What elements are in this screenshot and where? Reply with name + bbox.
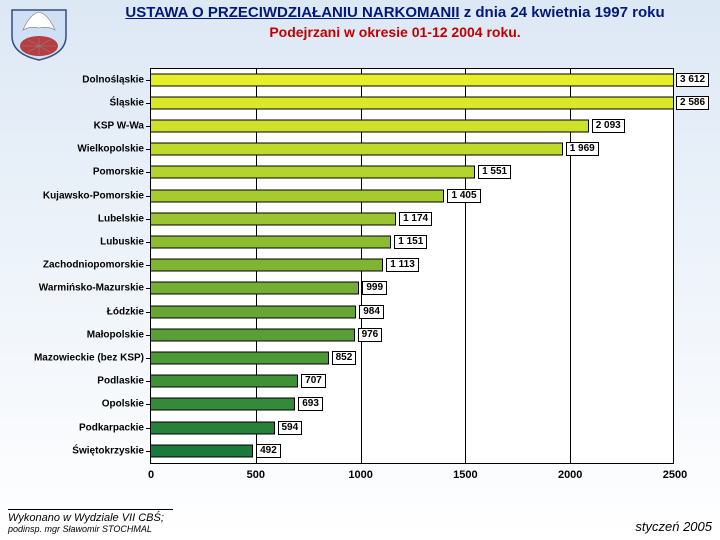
bar-value: 693 (298, 397, 323, 411)
chart-row: Kujawsko-Pomorskie 1 405 (10, 184, 710, 207)
bar-label: Warmińsko-Mazurskie (39, 283, 144, 294)
bar-label: Świętokrzyskie (72, 445, 144, 456)
bar (150, 73, 674, 86)
subtitle: Podejrzani w okresie 01-12 2004 roku. (78, 24, 712, 40)
x-tick-label: 1000 (348, 469, 372, 481)
police-emblem-icon (8, 4, 70, 62)
bar-label: Podkarpackie (79, 422, 144, 433)
bar-label: Podlaskie (97, 376, 144, 387)
bar-label: Kujawsko-Pomorskie (43, 190, 144, 201)
bar-chart: 0 500 1000 1500 2000 2500 Dolnośląskie 3 612 Śl… (10, 68, 710, 484)
bar-label: Zachodniopomorskie (43, 260, 144, 271)
x-tick-label: 0 (148, 469, 154, 481)
bar-value: 492 (256, 444, 281, 458)
chart-row: Dolnośląskie 3 612 (10, 68, 710, 91)
footer-author: podinsp. mgr Sławomir STOCHMAL (8, 524, 173, 534)
bar (150, 351, 329, 364)
chart-row: Mazowieckie (bez KSP) 852 (10, 346, 710, 369)
bar (150, 305, 356, 318)
bar (150, 235, 391, 248)
x-tick-label: 2500 (663, 469, 687, 481)
bar (150, 375, 298, 388)
bar-label: Pomorskie (93, 167, 144, 178)
bar-label: Dolnośląskie (82, 74, 144, 85)
bar (150, 166, 475, 179)
bar (150, 328, 355, 341)
chart-row: Śląskie 2 586 (10, 91, 710, 114)
bar-label: Lubuskie (100, 236, 144, 247)
bar-value: 594 (278, 421, 303, 435)
bar (150, 143, 563, 156)
bar (150, 398, 295, 411)
bar-label: Małopolskie (87, 329, 144, 340)
footer-date: styczeń 2005 (635, 519, 712, 534)
bar (150, 119, 589, 132)
chart-row: Lubuskie 1 151 (10, 230, 710, 253)
bar (150, 444, 253, 457)
chart-row: Lubelskie 1 174 (10, 207, 710, 230)
bar-label: Łódzkie (107, 306, 144, 317)
bar-value: 999 (362, 281, 387, 295)
footer-org: Wykonano w Wydziale VII CBŚ; (8, 512, 173, 524)
bar (150, 259, 383, 272)
bar-value: 2 093 (592, 119, 625, 133)
chart-row: Łódzkie 984 (10, 300, 710, 323)
bar-label: Opolskie (102, 399, 144, 410)
chart-row: KSP W-Wa 2 093 (10, 114, 710, 137)
bar-value: 3 612 (676, 73, 709, 87)
chart-row: Wielkopolskie 1 969 (10, 138, 710, 161)
bar-value: 1 405 (447, 189, 480, 203)
bar-value: 852 (332, 351, 357, 365)
footer-left: Wykonano w Wydziale VII CBŚ; podinsp. mg… (8, 509, 173, 534)
bar-label: Śląskie (110, 97, 144, 108)
bar-value: 1 969 (566, 142, 599, 156)
bar-value: 1 551 (478, 165, 511, 179)
bar (150, 421, 275, 434)
chart-row: Małopolskie 976 (10, 323, 710, 346)
title-main: USTAWA O PRZECIWDZIAŁANIU NARKOMANII (125, 4, 459, 21)
chart-row: Opolskie 693 (10, 393, 710, 416)
bar (150, 212, 396, 225)
x-tick-label: 1500 (453, 469, 477, 481)
chart-row: Warmińsko-Mazurskie 999 (10, 277, 710, 300)
bar (150, 189, 444, 202)
bar (150, 282, 359, 295)
x-tick-label: 500 (247, 469, 265, 481)
bar-value: 1 151 (394, 235, 427, 249)
bar-value: 707 (301, 374, 326, 388)
bar-label: Mazowieckie (bez KSP) (34, 352, 144, 363)
chart-row: Zachodniopomorskie 1 113 (10, 254, 710, 277)
bar-label: KSP W-Wa (94, 120, 144, 131)
chart-row: Pomorskie 1 551 (10, 161, 710, 184)
bar-value: 1 113 (386, 258, 418, 272)
bar-label: Wielkopolskie (77, 144, 144, 155)
chart-row: Podlaskie 707 (10, 370, 710, 393)
bar-value: 2 586 (676, 96, 709, 110)
title-line: USTAWA O PRZECIWDZIAŁANIU NARKOMANII z d… (78, 4, 712, 22)
bar-label: Lubelskie (98, 213, 144, 224)
chart-row: Podkarpackie 594 (10, 416, 710, 439)
bar (150, 96, 674, 109)
bar-value: 1 174 (399, 212, 432, 226)
bar-value: 984 (359, 305, 384, 319)
chart-row: Świętokrzyskie 492 (10, 439, 710, 462)
title-date: z dnia 24 kwietnia 1997 roku (460, 4, 665, 21)
x-tick-label: 2000 (558, 469, 582, 481)
bar-value: 976 (358, 328, 383, 342)
